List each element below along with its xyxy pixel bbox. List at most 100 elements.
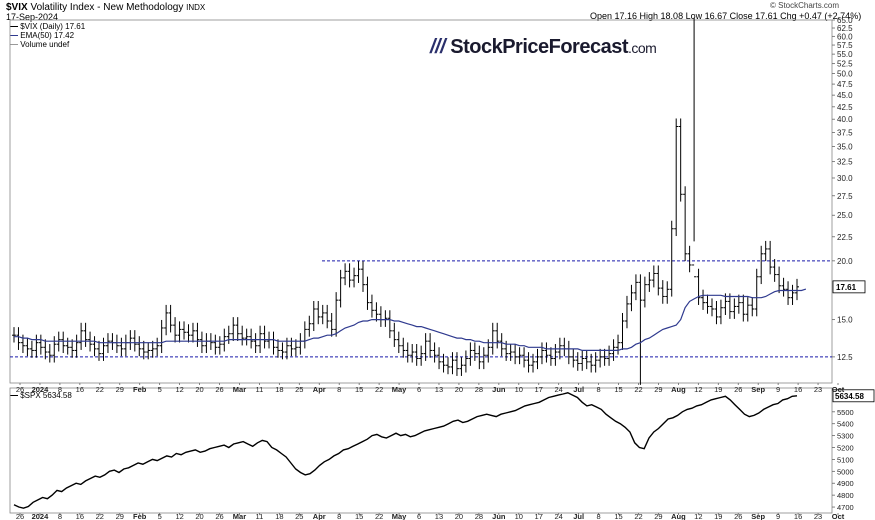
vix-ohlc-bar [607, 345, 612, 366]
x-tick-label: 29 [116, 385, 124, 394]
x-tick-label: 28 [475, 385, 483, 394]
vix-ohlc-bar [616, 334, 621, 355]
vix-ohlc-bar [709, 298, 714, 317]
vix-ohlc-bar [204, 333, 209, 354]
spx-y-tick-label: 5300 [837, 432, 854, 441]
x-tick-label: 10 [515, 512, 523, 520]
vix-ohlc-bar [356, 261, 361, 283]
spx-y-tick-label: 4800 [837, 491, 854, 500]
x-tick-label: 26 [734, 385, 742, 394]
vix-ohlc-bar [199, 331, 204, 354]
x-tick-label: 15 [614, 385, 622, 394]
vix-ohlc-bar [146, 342, 151, 360]
x-tick-label: 15 [614, 512, 622, 520]
x-tick-label: 8 [58, 385, 62, 394]
vix-ohlc-bar [727, 293, 732, 319]
x-tick-label: 16 [76, 512, 84, 520]
legend-ema-label: EMA(50) 17.42 [20, 31, 75, 40]
spx-y-tick-label: 5500 [837, 408, 854, 417]
x-tick-label: 29 [654, 512, 662, 520]
vix-ohlc-bar [101, 337, 106, 361]
vix-ohlc-bar [499, 333, 504, 357]
vix-ohlc-bar [463, 350, 468, 373]
vix-y-tick-label: 22.5 [837, 233, 853, 242]
x-tick-label: 12 [175, 512, 183, 520]
vix-last-value-box [832, 280, 866, 294]
x-tick-label: Jun [492, 385, 506, 394]
x-tick-label: 19 [714, 385, 722, 394]
vix-ohlc-bar [396, 331, 401, 354]
vix-ohlc-bar [240, 325, 245, 346]
vix-ohlc-bar [392, 322, 397, 347]
vix-ohlc-bar [428, 333, 433, 358]
x-tick-label: 5 [158, 385, 162, 394]
vix-ohlc-bar [316, 300, 321, 325]
vix-ohlc-bar [168, 304, 173, 333]
vix-y-tick-label: 60.0 [837, 32, 853, 41]
vix-ohlc-bar [705, 294, 710, 314]
vix-ohlc-bar [405, 342, 410, 363]
vix-ohlc-bar [513, 344, 518, 365]
vix-ohlc-bar [544, 342, 549, 363]
vix-y-tick-label: 47.5 [837, 80, 853, 89]
vix-ohlc-bar [141, 340, 146, 360]
vix-y-tick-label: 45.0 [837, 91, 853, 100]
vix-ohlc-bar [61, 331, 66, 354]
vix-ohlc-bar [226, 325, 231, 344]
x-tick-label: Oct [832, 512, 845, 520]
vix-ohlc-bar [566, 340, 571, 365]
spx-y-tick-label: 5400 [837, 420, 854, 429]
vix-ohlc-bar [347, 263, 352, 288]
vix-ohlc-bar [575, 352, 580, 371]
x-tick-label: 26 [734, 512, 742, 520]
vix-ohlc-bar [79, 322, 84, 350]
vix-ohlc-bar [450, 352, 455, 375]
vix-y-tick-label: 52.5 [837, 60, 853, 69]
vix-ohlc-bar [92, 336, 97, 357]
vix-y-tick-label: 27.5 [837, 192, 853, 201]
x-tick-label: 6 [417, 385, 421, 394]
x-tick-label: 8 [58, 512, 62, 520]
x-tick-label: 19 [714, 512, 722, 520]
vix-ohlc-bar [790, 284, 795, 305]
x-tick-label: Sep [751, 512, 765, 520]
legend-volume: Volume undef [10, 40, 69, 49]
vix-ohlc-bar [660, 280, 665, 304]
vix-ohlc-bar [271, 331, 276, 355]
vix-ohlc-bar [110, 333, 115, 350]
vix-ohlc-bar [754, 268, 759, 317]
x-tick-label: Aug [671, 385, 686, 394]
x-tick-label: Oct [832, 385, 845, 394]
x-tick-label: Apr [313, 512, 326, 520]
x-tick-label: 26 [215, 512, 223, 520]
x-tick-label: 23 [814, 385, 822, 394]
vix-ohlc-bar [275, 339, 280, 358]
vix-ohlc-bar [490, 322, 495, 355]
vix-ohlc-bar [311, 300, 316, 332]
x-tick-label: 15 [355, 385, 363, 394]
vix-ohlc-bar [217, 336, 222, 355]
vix-ohlc-bar [302, 321, 307, 349]
vix-ohlc-bar [164, 304, 169, 336]
vix-ohlc-bar [772, 259, 777, 282]
vix-ohlc-bar [249, 328, 254, 349]
vix-ohlc-bar [401, 337, 406, 358]
x-tick-label: 22 [634, 385, 642, 394]
vix-panel-frame [9, 19, 833, 384]
vix-ohlc-bar [114, 334, 119, 354]
x-tick-label: 17 [535, 385, 543, 394]
vix-ohlc-bar [535, 348, 540, 370]
vix-ohlc-bar [454, 352, 459, 376]
vix-ohlc-bar [562, 337, 567, 357]
x-tick-label: 23 [814, 512, 822, 520]
vix-ohlc-bar [777, 266, 782, 294]
vix-ohlc-bar [633, 274, 638, 301]
spx-y-tick-label: 5100 [837, 455, 854, 464]
vix-ohlc-bar [253, 333, 258, 354]
x-tick-label: 20 [195, 512, 203, 520]
x-tick-label: May [392, 512, 407, 520]
vix-ohlc-bar [378, 306, 383, 327]
vix-y-tick-label: 62.5 [837, 24, 853, 33]
vix-ohlc-bar [16, 327, 21, 350]
x-tick-label: 5 [158, 512, 162, 520]
